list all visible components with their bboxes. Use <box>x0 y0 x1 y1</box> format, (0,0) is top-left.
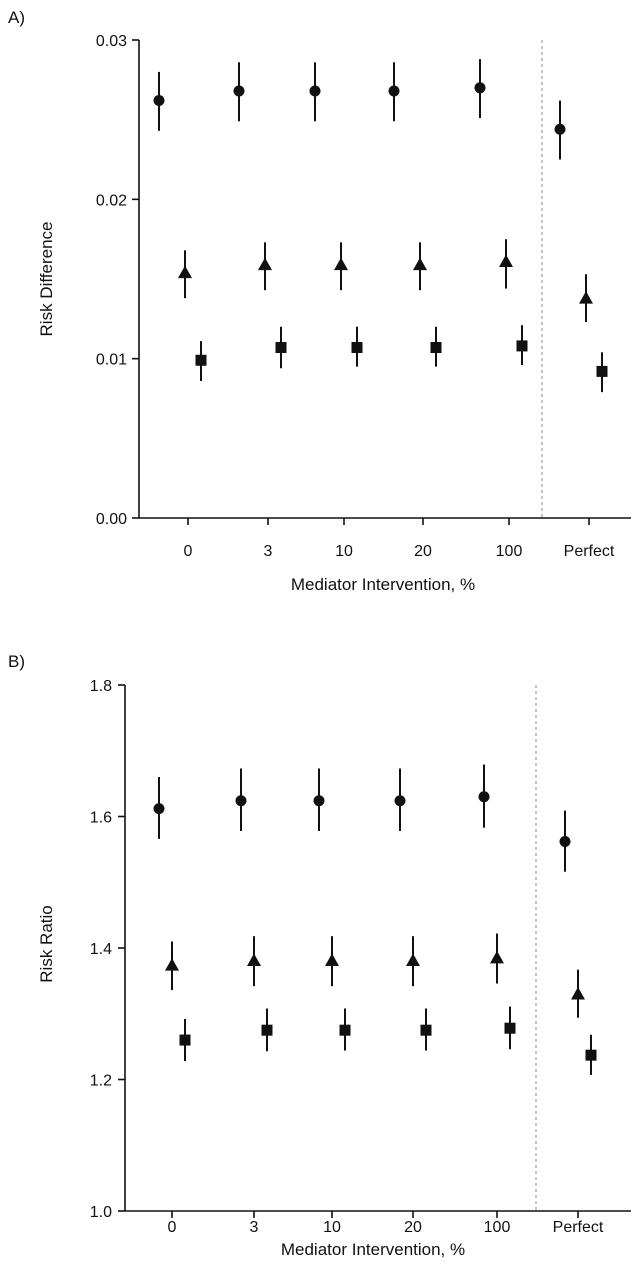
panel-a-square-point <box>351 342 363 354</box>
panel-b-circle-point <box>394 795 406 807</box>
panel-b-x-tick-label: 100 <box>484 1219 511 1236</box>
panel-a-circle-point <box>233 85 245 97</box>
panel-b-square-point <box>420 1024 432 1036</box>
panel-a-plot-area: 0.00 0.01 0.02 0.03 0 3 10 20 100 Perfect <box>96 33 615 560</box>
panel-a-label: A) <box>8 8 25 27</box>
panel-b-x-tick-label: 10 <box>323 1219 341 1236</box>
panel-b-circle-point <box>478 791 490 803</box>
panel-b-triangle-point <box>571 987 585 1000</box>
panel-a-y-tick-label: 0.03 <box>96 33 127 50</box>
panel-b-y-tick-label: 1.6 <box>90 810 112 827</box>
panel-a-y-axis-title: Risk Difference <box>37 222 56 337</box>
panel-b-x-axis-title: Mediator Intervention, % <box>281 1240 465 1259</box>
panel-a-triangle-point <box>499 254 513 267</box>
panel-b-triangle-point <box>247 953 261 966</box>
panel-b-square-point <box>585 1049 597 1061</box>
panel-a-circle-point <box>388 85 400 97</box>
panel-b-label: B) <box>8 652 25 671</box>
panel-a-triangle-point <box>258 257 272 271</box>
panel-a-x-tick-label: 3 <box>264 543 273 560</box>
panel-b: B) Risk Ratio Mediator Intervention, % 1… <box>8 652 631 1259</box>
panel-b-y-tick-label: 1.2 <box>90 1073 112 1090</box>
panel-a-circle-point <box>309 85 321 97</box>
panel-b-x-tick-label: 20 <box>404 1219 422 1236</box>
panel-b-y-tick-label: 1.4 <box>90 941 112 958</box>
panel-b-circle-point <box>313 795 325 807</box>
panel-b-x-tick-label: 0 <box>168 1219 177 1236</box>
panel-a-square-point <box>195 354 207 366</box>
panel-a-square-point <box>430 342 442 354</box>
panel-a-y-tick-label: 0.00 <box>96 511 127 528</box>
panel-b-y-axis-title: Risk Ratio <box>37 905 56 982</box>
panel-a-circle-point <box>474 82 486 94</box>
panel-a-circle-point <box>153 95 165 107</box>
panel-a-triangle-point <box>413 257 427 271</box>
panel-b-triangle-point <box>325 953 339 966</box>
panel-a-circle-point <box>554 123 566 135</box>
panel-a-triangle-point <box>579 291 593 304</box>
panel-b-x-tick-label: Perfect <box>553 1219 604 1236</box>
panel-b-y-tick-label: 1.8 <box>90 678 112 695</box>
panel-b-circle-point <box>235 795 247 807</box>
panel-b-circle-point <box>153 803 165 815</box>
panel-b-y-tick-label: 1.0 <box>90 1204 112 1221</box>
panel-a-triangle-point <box>178 265 192 279</box>
panel-a-square-point <box>275 342 287 354</box>
panel-a-x-tick-label: 100 <box>496 543 523 560</box>
panel-b-square-point <box>339 1024 351 1036</box>
panel-a-x-tick-label: 10 <box>335 543 353 560</box>
panel-b-x-tick-label: 3 <box>250 1219 259 1236</box>
panel-a-square-point <box>516 340 528 352</box>
panel-a-y-tick-label: 0.01 <box>96 352 127 369</box>
panel-a-x-tick-label: Perfect <box>564 543 615 560</box>
panel-a-square-point <box>596 365 608 377</box>
panel-b-plot-area: 1.0 1.2 1.4 1.6 1.8 0 3 10 20 100 Perfect <box>90 678 604 1236</box>
panel-b-square-point <box>261 1024 273 1036</box>
panel-a-y-tick-label: 0.02 <box>96 192 127 209</box>
panel-a-x-axis-title: Mediator Intervention, % <box>291 575 475 594</box>
panel-a-triangle-point <box>334 257 348 271</box>
panel-b-triangle-point <box>165 958 179 971</box>
panel-a: A) Risk Difference Mediator Intervention… <box>8 8 631 594</box>
panel-b-square-point <box>179 1034 191 1046</box>
panel-b-square-point <box>504 1022 516 1034</box>
panel-b-triangle-point <box>406 953 420 966</box>
panel-a-x-tick-label: 0 <box>184 543 193 560</box>
panel-a-x-tick-label: 20 <box>414 543 432 560</box>
panel-b-circle-point <box>559 835 571 847</box>
panel-b-triangle-point <box>490 950 504 964</box>
